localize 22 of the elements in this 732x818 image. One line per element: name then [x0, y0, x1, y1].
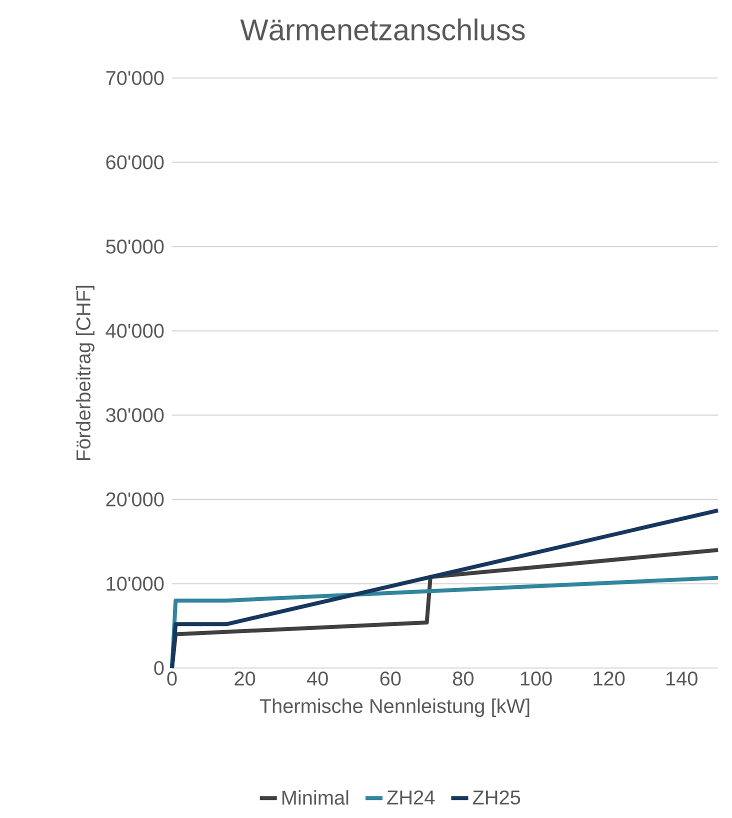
x-tick-label: 0: [167, 672, 177, 686]
y-tick-label: 30'000: [106, 408, 164, 422]
y-tick-label: 60'000: [106, 155, 164, 170]
x-tick-label: 140: [666, 672, 698, 686]
legend-label: Minimal: [282, 790, 348, 805]
legend-label: ZH25: [472, 790, 520, 805]
y-axis-title: Förderbeitrag [CHF]: [76, 286, 94, 460]
y-tick-label: 40'000: [106, 324, 164, 338]
x-tick-label: 120: [594, 672, 625, 686]
chart-title: Wärmenetzanschluss: [240, 18, 525, 41]
y-tick-label: 10'000: [106, 576, 164, 591]
x-tick-label: 60: [380, 672, 401, 686]
y-tick-label: 50'000: [106, 240, 164, 254]
y-tick-label: 20'000: [106, 492, 164, 506]
x-tick-label: 20: [234, 672, 256, 686]
x-tick-label: 100: [520, 672, 552, 686]
y-tick-label: 0: [154, 660, 164, 676]
y-tick-label: 70'000: [106, 70, 164, 86]
x-axis-title: Thermische Nennleistung [kW]: [260, 698, 530, 718]
x-tick-label: 40: [306, 672, 328, 686]
legend-label: ZH24: [387, 790, 435, 804]
x-tick-label: 80: [452, 672, 474, 686]
